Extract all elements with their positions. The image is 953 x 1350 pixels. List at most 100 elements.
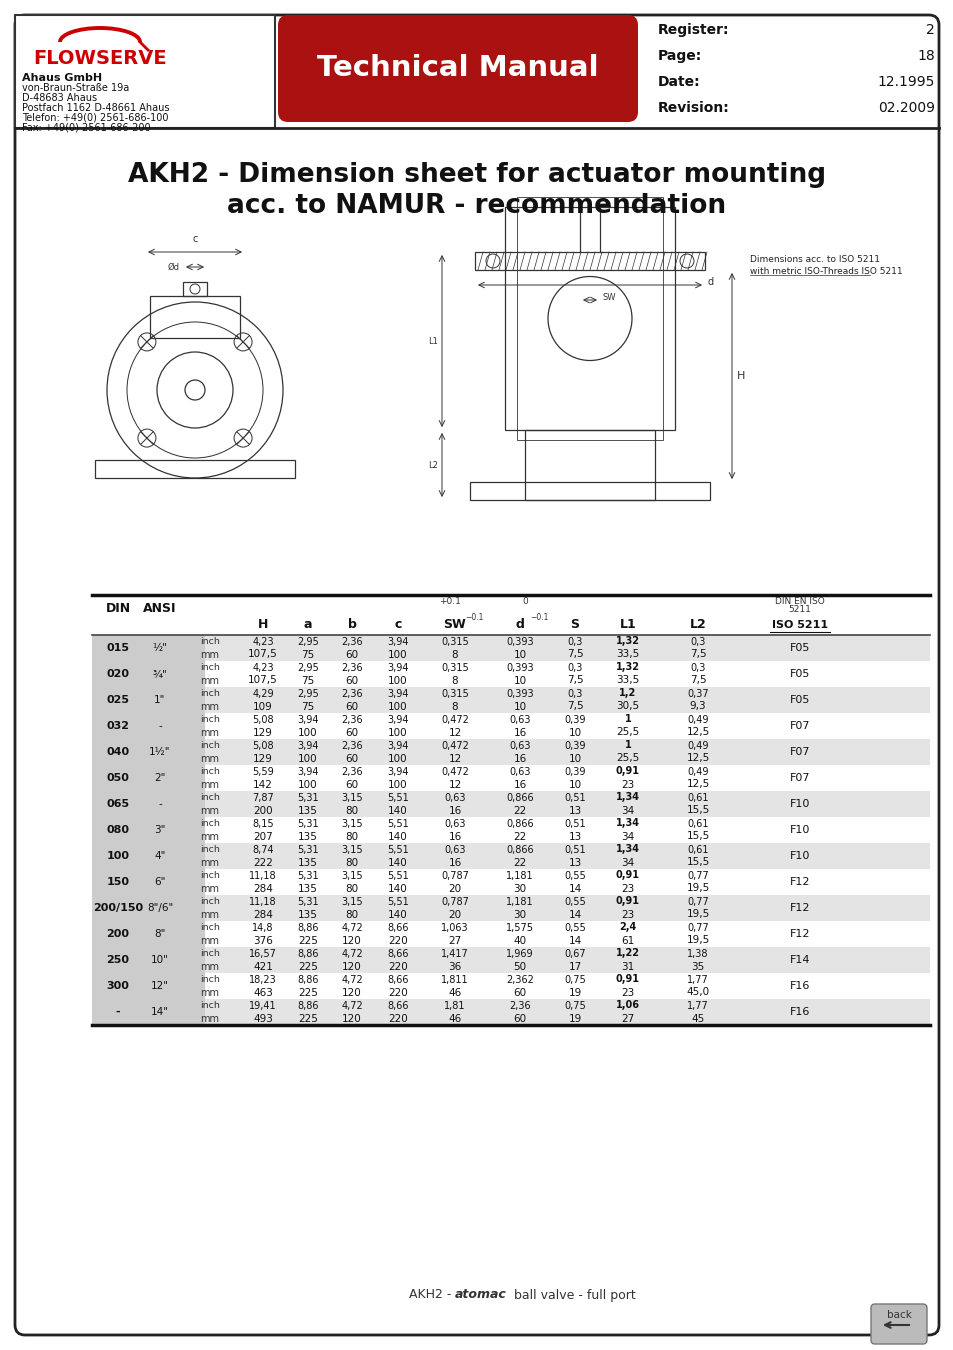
Text: Page:: Page:	[658, 49, 701, 63]
Text: 0,91: 0,91	[616, 896, 639, 906]
Text: 02.2009: 02.2009	[877, 101, 934, 115]
Text: F12: F12	[789, 878, 809, 887]
Text: 2,36: 2,36	[341, 741, 362, 751]
Text: 493: 493	[253, 1014, 273, 1023]
Text: 30,5: 30,5	[616, 702, 639, 711]
Text: 16: 16	[448, 806, 461, 815]
Text: 9,3: 9,3	[689, 702, 705, 711]
Text: 40: 40	[513, 936, 526, 945]
Text: 30: 30	[513, 883, 526, 894]
Text: 284: 284	[253, 883, 273, 894]
Text: 16: 16	[448, 832, 461, 841]
Text: mm: mm	[200, 649, 219, 660]
Text: ANSI: ANSI	[143, 602, 176, 616]
Text: 13: 13	[568, 806, 581, 815]
Text: 5,08: 5,08	[252, 714, 274, 725]
Text: 75: 75	[301, 675, 314, 686]
Text: inch: inch	[200, 767, 220, 776]
Text: 0,315: 0,315	[440, 688, 468, 698]
Text: inch: inch	[200, 663, 220, 672]
Text: 8,66: 8,66	[387, 1000, 408, 1011]
Text: 0,866: 0,866	[506, 792, 534, 802]
Text: 8,66: 8,66	[387, 975, 408, 984]
Text: 5,08: 5,08	[252, 741, 274, 751]
Text: inch: inch	[200, 716, 220, 724]
Bar	[91, 713, 929, 738]
Text: 0,39: 0,39	[563, 767, 585, 776]
Text: 13: 13	[568, 857, 581, 868]
Text: 3,94: 3,94	[387, 688, 408, 698]
Text: 1,81: 1,81	[444, 1000, 465, 1011]
Text: 0,39: 0,39	[563, 714, 585, 725]
Text: 2: 2	[925, 23, 934, 36]
Text: 3": 3"	[154, 825, 166, 836]
Text: 15,5: 15,5	[685, 832, 709, 841]
Text: S: S	[570, 618, 578, 632]
Text: back: back	[885, 1310, 910, 1320]
Bar	[91, 662, 929, 687]
Text: inch: inch	[200, 871, 220, 880]
Text: F16: F16	[789, 981, 809, 991]
Bar	[150, 296, 240, 338]
Text: F05: F05	[789, 670, 809, 679]
Text: 0,61: 0,61	[686, 818, 708, 829]
Text: 0,3: 0,3	[690, 663, 705, 672]
Text: 80: 80	[345, 832, 358, 841]
Text: 1,32: 1,32	[616, 636, 639, 647]
Text: 1,22: 1,22	[616, 949, 639, 958]
Bar	[91, 713, 205, 738]
Text: 0,55: 0,55	[563, 922, 585, 933]
Text: 1: 1	[624, 741, 631, 751]
Text: 60: 60	[513, 987, 526, 998]
Text: 8"/6": 8"/6"	[147, 903, 172, 913]
Text: 1,181: 1,181	[506, 896, 534, 906]
Text: 12,5: 12,5	[685, 779, 709, 790]
Text: inch: inch	[200, 975, 220, 984]
Text: 0,77: 0,77	[686, 922, 708, 933]
Text: 1,77: 1,77	[686, 975, 708, 984]
Text: 22: 22	[513, 806, 526, 815]
Text: 45: 45	[691, 1014, 704, 1023]
Text: 34: 34	[620, 857, 634, 868]
Text: 2": 2"	[154, 774, 166, 783]
Text: 0,3: 0,3	[567, 663, 582, 672]
Text: 20: 20	[448, 910, 461, 919]
Text: 22: 22	[513, 857, 526, 868]
Bar	[91, 921, 205, 946]
Text: 250: 250	[107, 954, 130, 965]
Text: 4,29: 4,29	[252, 688, 274, 698]
Text: 8": 8"	[154, 929, 166, 940]
Text: inch: inch	[200, 923, 220, 932]
Text: mm: mm	[200, 806, 219, 815]
Text: 0,55: 0,55	[563, 871, 585, 880]
Text: 12,5: 12,5	[685, 753, 709, 764]
Text: 7,5: 7,5	[689, 649, 705, 660]
Text: 19,5: 19,5	[685, 910, 709, 919]
Text: 107,5: 107,5	[248, 675, 277, 686]
Text: 140: 140	[388, 806, 408, 815]
Text: 10: 10	[568, 779, 581, 790]
Text: 75: 75	[301, 702, 314, 711]
Text: 3,94: 3,94	[387, 663, 408, 672]
Text: 11,18: 11,18	[249, 896, 276, 906]
Text: acc. to NAMUR - recommendation: acc. to NAMUR - recommendation	[227, 193, 726, 219]
Text: 80: 80	[345, 910, 358, 919]
Text: 23: 23	[620, 883, 634, 894]
Text: 16: 16	[513, 728, 526, 737]
Text: 0,37: 0,37	[686, 688, 708, 698]
Text: mm: mm	[200, 1014, 219, 1023]
Text: 1,575: 1,575	[505, 922, 534, 933]
Text: H: H	[737, 371, 744, 381]
Text: 12: 12	[448, 728, 461, 737]
Text: 14": 14"	[151, 1007, 169, 1017]
Text: 12,5: 12,5	[685, 728, 709, 737]
Text: 140: 140	[388, 910, 408, 919]
Text: Dimensions acc. to ISO 5211: Dimensions acc. to ISO 5211	[749, 255, 879, 265]
Text: Ød: Ød	[168, 262, 180, 271]
Text: 5,51: 5,51	[387, 845, 409, 855]
Text: 8: 8	[451, 702, 457, 711]
Text: 34: 34	[620, 806, 634, 815]
Text: 1,811: 1,811	[440, 975, 468, 984]
Text: 27: 27	[448, 936, 461, 945]
Text: 8,66: 8,66	[387, 922, 408, 933]
